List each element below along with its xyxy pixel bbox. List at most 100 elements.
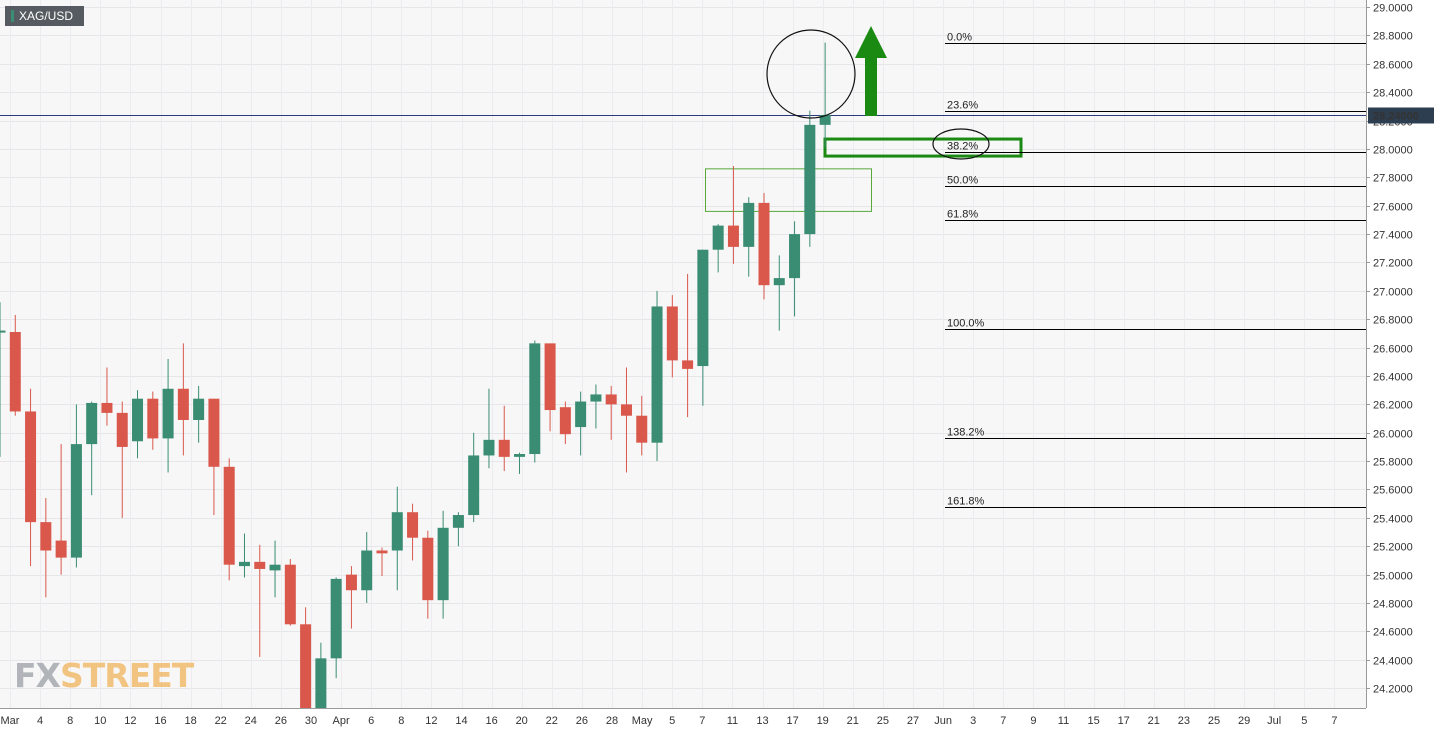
time-tick-label: 7 — [1000, 715, 1006, 727]
price-tick-label: 28.4000 — [1373, 88, 1413, 100]
candle-body — [177, 388, 189, 420]
candle — [514, 452, 526, 474]
candle — [666, 295, 678, 378]
price-tick-label: 24.2000 — [1373, 684, 1413, 696]
price-tick-label: 24.4000 — [1373, 656, 1413, 668]
time-tick-label: 30 — [305, 715, 317, 727]
candle — [804, 110, 816, 247]
candle-body — [238, 561, 250, 567]
price-tick-label: 27.4000 — [1373, 230, 1413, 242]
time-tick-label: 13 — [756, 715, 768, 727]
price-tick-label: 26.0000 — [1373, 429, 1413, 441]
price-tick-label: 25.8000 — [1373, 457, 1413, 469]
candle — [819, 42, 831, 148]
candle-body — [223, 466, 235, 565]
time-tick-label: 19 — [817, 715, 829, 727]
candle — [0, 302, 6, 457]
time-tick-label: Apr — [333, 715, 350, 727]
time-tick-label: Jul — [1267, 715, 1281, 727]
candle — [468, 432, 480, 523]
candle — [300, 607, 312, 717]
candle-body — [452, 515, 464, 528]
candle-body — [468, 455, 480, 516]
price-tick-label: 25.6000 — [1373, 485, 1413, 497]
candle-body — [773, 278, 785, 286]
candle-body — [620, 404, 632, 416]
candle — [238, 533, 250, 578]
candle-body — [590, 394, 602, 402]
candle — [773, 255, 785, 331]
time-tick-label: 21 — [1148, 715, 1160, 727]
price-tick-label: 25.4000 — [1373, 514, 1413, 526]
candle-body — [345, 574, 357, 591]
price-tick-label: 28.6000 — [1373, 60, 1413, 72]
candle — [758, 192, 770, 300]
candle — [376, 547, 388, 577]
fib-label: 138.2% — [947, 427, 985, 439]
candle-body — [697, 249, 709, 367]
price-tick-label: 27.0000 — [1373, 287, 1413, 299]
time-tick-label: 17 — [786, 715, 798, 727]
fib-label: 100.0% — [947, 318, 985, 330]
candle-body — [483, 439, 495, 456]
candle-body — [330, 578, 342, 659]
candle-body — [743, 202, 755, 247]
fib-label: 61.8% — [947, 209, 978, 221]
candle-body — [407, 512, 419, 538]
candle-body — [116, 412, 128, 447]
candle — [422, 530, 434, 619]
price-tick-label: 29.0000 — [1373, 3, 1413, 15]
time-tick-label: May — [632, 715, 653, 727]
fib-label: 23.6% — [947, 100, 978, 112]
time-axis-bg — [0, 708, 1366, 734]
candle — [177, 343, 189, 456]
candle — [559, 401, 571, 445]
time-tick-label: 14 — [455, 715, 467, 727]
candle-body — [86, 402, 98, 445]
time-tick-label: 5 — [1301, 715, 1307, 727]
candle — [498, 405, 510, 472]
candle-body — [789, 234, 801, 279]
time-tick-label: 26 — [275, 715, 287, 727]
candle — [437, 510, 449, 619]
time-tick-label: 12 — [425, 715, 437, 727]
candle-body — [636, 415, 648, 443]
candle-body — [498, 439, 510, 457]
candle — [223, 458, 235, 581]
candle-body — [40, 522, 52, 551]
candle — [544, 343, 556, 432]
time-tick-label: 25 — [877, 715, 889, 727]
time-tick-label: 7 — [1331, 715, 1337, 727]
candle-body — [254, 561, 266, 569]
time-tick-label: Mar — [1, 715, 20, 727]
price-tick-label: 25.0000 — [1373, 571, 1413, 583]
candle-body — [101, 402, 113, 413]
price-tick-label: 26.2000 — [1373, 400, 1413, 412]
time-tick-label: 28 — [606, 715, 618, 727]
candle-body — [666, 306, 678, 361]
annotation-zones — [705, 137, 1023, 212]
candle — [132, 390, 144, 459]
candle-body — [605, 394, 617, 405]
time-tick-label: 11 — [727, 715, 738, 727]
candle-body — [193, 398, 205, 420]
time-tick-label: 11 — [1058, 715, 1069, 727]
time-tick-label: 21 — [847, 715, 859, 727]
candle-body — [376, 550, 388, 554]
time-tick-label: 29 — [1238, 715, 1250, 727]
time-tick-label: 6 — [368, 715, 374, 727]
symbol-badge[interactable]: XAG/USD — [5, 6, 84, 26]
candle — [636, 395, 648, 456]
time-tick-label: 27 — [907, 715, 919, 727]
candle-body — [682, 360, 694, 369]
time-axis[interactable]: Mar 4 8 10 12 16 18 22 24 26 30 Apr 6 8 12 14 16 20 22 26 28… — [0, 708, 1366, 734]
candle-body — [132, 398, 144, 442]
candle-body — [269, 564, 281, 571]
support-zone-box — [823, 137, 1023, 158]
price-tick-label: 26.4000 — [1373, 372, 1413, 384]
time-tick-label: 8 — [67, 715, 73, 727]
candle-body — [315, 658, 327, 717]
candle-body — [300, 624, 312, 717]
candle — [682, 273, 694, 418]
